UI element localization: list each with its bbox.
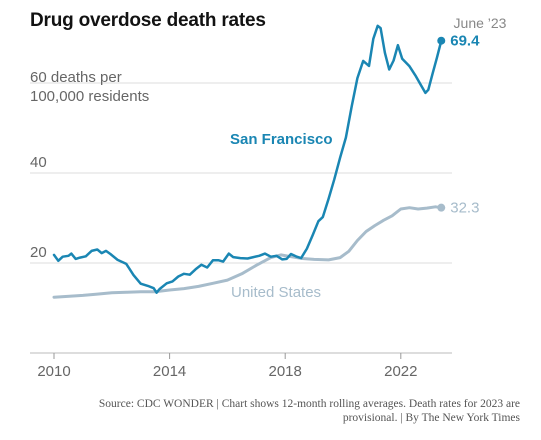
end-dot-united-states bbox=[437, 203, 446, 212]
x-tick-label-2018: 2018 bbox=[269, 363, 302, 380]
x-tick-label-2014: 2014 bbox=[153, 363, 186, 380]
y-axis-label-line-2: 100,000 residents bbox=[30, 88, 149, 105]
series-line-san-francisco bbox=[52, 24, 443, 294]
annotation-date: June ’23 bbox=[454, 15, 507, 31]
y-tick-label-20: 20 bbox=[30, 244, 47, 261]
series-label-united-states: United States bbox=[231, 284, 321, 301]
series-line-united-states bbox=[52, 205, 443, 299]
end-dot-san-francisco bbox=[437, 36, 446, 45]
y-tick-label-40: 40 bbox=[30, 154, 47, 171]
end-value-united-states: 32.3 bbox=[450, 200, 479, 217]
series-label-san-francisco: San Francisco bbox=[230, 131, 333, 148]
y-axis-label-line-1: 60 deaths per bbox=[30, 69, 122, 86]
x-tick-label-2022: 2022 bbox=[384, 363, 417, 380]
chart-title: Drug overdose death rates bbox=[30, 10, 266, 31]
chart-source-note: Source: CDC WONDER | Chart shows 12-mont… bbox=[98, 398, 520, 424]
x-tick-label-2010: 2010 bbox=[37, 363, 70, 380]
end-value-san-francisco: 69.4 bbox=[450, 33, 480, 50]
